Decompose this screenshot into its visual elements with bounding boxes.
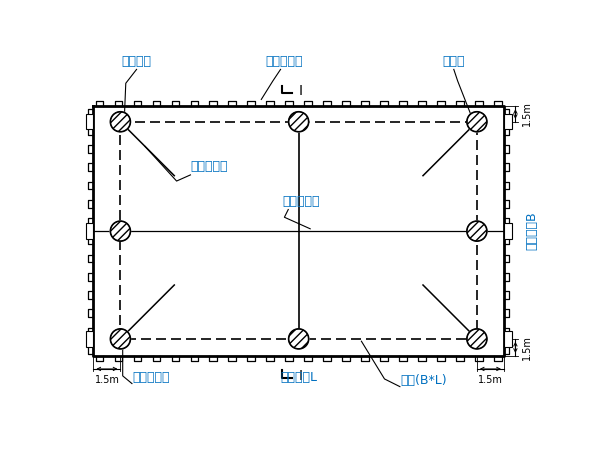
- Circle shape: [467, 221, 487, 241]
- Circle shape: [467, 112, 487, 132]
- Circle shape: [289, 112, 308, 132]
- Circle shape: [289, 112, 308, 132]
- Text: 承台(B*L): 承台(B*L): [400, 374, 446, 387]
- Circle shape: [110, 112, 130, 132]
- Text: 钢板桩围堰: 钢板桩围堰: [266, 55, 303, 68]
- Text: 1.5m: 1.5m: [478, 375, 503, 385]
- Circle shape: [289, 329, 308, 349]
- Text: 1.5m: 1.5m: [521, 335, 532, 360]
- Bar: [504, 114, 512, 130]
- Circle shape: [467, 112, 487, 132]
- Text: 钢导框横联: 钢导框横联: [283, 195, 320, 208]
- Circle shape: [110, 329, 130, 349]
- Circle shape: [110, 221, 130, 241]
- Circle shape: [467, 221, 487, 241]
- Text: 1.5m: 1.5m: [521, 102, 532, 126]
- Bar: [86, 114, 94, 130]
- Bar: [504, 223, 512, 239]
- Circle shape: [467, 329, 487, 349]
- Circle shape: [467, 221, 487, 241]
- Text: 特制角桩: 特制角桩: [122, 55, 152, 68]
- Circle shape: [467, 329, 487, 349]
- Text: I: I: [299, 369, 302, 383]
- Text: 1.5m: 1.5m: [94, 375, 119, 385]
- Bar: [86, 331, 94, 346]
- Circle shape: [289, 329, 308, 349]
- Text: I: I: [299, 84, 302, 98]
- Text: 钢导框斜联: 钢导框斜联: [190, 160, 228, 173]
- Circle shape: [110, 112, 130, 132]
- Text: 承台宽度B: 承台宽度B: [526, 212, 539, 250]
- Circle shape: [289, 112, 308, 132]
- Circle shape: [110, 221, 130, 241]
- Text: 钢导框: 钢导框: [443, 55, 465, 68]
- Bar: [504, 331, 512, 346]
- Text: 承台长度L: 承台长度L: [280, 371, 317, 384]
- Circle shape: [467, 112, 487, 132]
- Circle shape: [110, 329, 130, 349]
- Text: 定位钢管桩: 定位钢管桩: [132, 370, 169, 383]
- Bar: [86, 223, 94, 239]
- Circle shape: [110, 112, 130, 132]
- Circle shape: [467, 329, 487, 349]
- Circle shape: [289, 329, 308, 349]
- Circle shape: [110, 221, 130, 241]
- Circle shape: [110, 329, 130, 349]
